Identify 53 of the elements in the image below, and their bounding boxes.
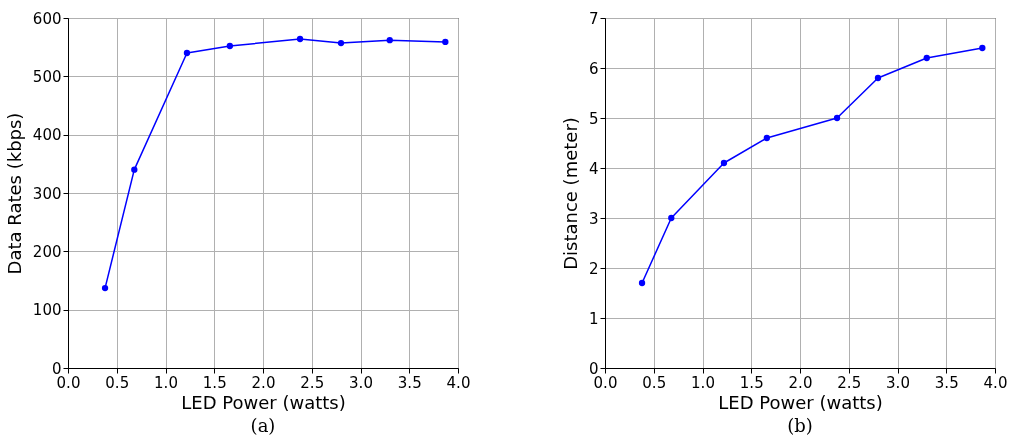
x-tick-label: 2.5 [837, 373, 862, 392]
point [226, 42, 234, 50]
y-tick-label: 7 [588, 9, 599, 28]
y-tick-label: 200 [32, 242, 62, 261]
point [386, 37, 393, 44]
x-tick-label: 2.5 [300, 373, 325, 392]
point [337, 39, 345, 47]
y-tick-label: 4 [588, 159, 599, 178]
x-tick-label: 2.0 [788, 373, 813, 392]
point [131, 166, 138, 173]
y-tick-label: 400 [32, 126, 62, 145]
y-tick-label: 600 [32, 9, 62, 28]
point [874, 74, 882, 82]
y-tick-label: 1 [588, 309, 599, 328]
point [101, 284, 109, 292]
point [763, 134, 771, 142]
x-tick-label: 3.0 [349, 373, 373, 392]
x-tick-label: 3.5 [934, 373, 959, 392]
x-tick-label: 0.5 [105, 373, 130, 392]
x-tick-label: 0.0 [56, 373, 81, 392]
point [833, 114, 841, 122]
x-tick-label: 1.0 [691, 373, 715, 392]
point [296, 35, 304, 43]
point [979, 44, 986, 52]
x-tick-label: 1.5 [202, 373, 227, 392]
point [442, 38, 449, 46]
y-tick-label: 5 [588, 109, 599, 128]
y-axis-title: Data Rates (kbps) [3, 112, 25, 275]
x-tick-label: 0.5 [642, 373, 667, 392]
y-axis-title: Distance (meter) [559, 117, 581, 270]
x-tick-label: 2.0 [251, 373, 276, 392]
x-axis-title: LED Power (watts) [718, 391, 883, 413]
text: (b) [787, 415, 813, 436]
y-tick-label: 3 [588, 209, 599, 228]
x-tick-label: 1.5 [739, 373, 764, 392]
text: (a) [250, 415, 276, 436]
point [183, 49, 191, 57]
point [638, 279, 646, 287]
x-tick-label: 1.0 [154, 373, 178, 392]
y-tick-label: 2 [588, 259, 599, 278]
y-tick-label: 300 [32, 184, 62, 203]
point [668, 214, 675, 222]
x-tick-label: 0.0 [593, 373, 618, 392]
x-axis-title: LED Power (watts) [181, 391, 346, 413]
point [720, 159, 728, 167]
x-tick-label: 3.5 [397, 373, 422, 392]
y-tick-label: 500 [32, 67, 62, 86]
x-tick-label: 3.0 [886, 373, 910, 392]
x-tick-label: 4.0 [983, 373, 1008, 392]
x-tick-label: 4.0 [446, 373, 471, 392]
y-tick-label: 100 [32, 301, 62, 320]
point [923, 54, 930, 62]
y-tick-label: 6 [588, 59, 599, 78]
